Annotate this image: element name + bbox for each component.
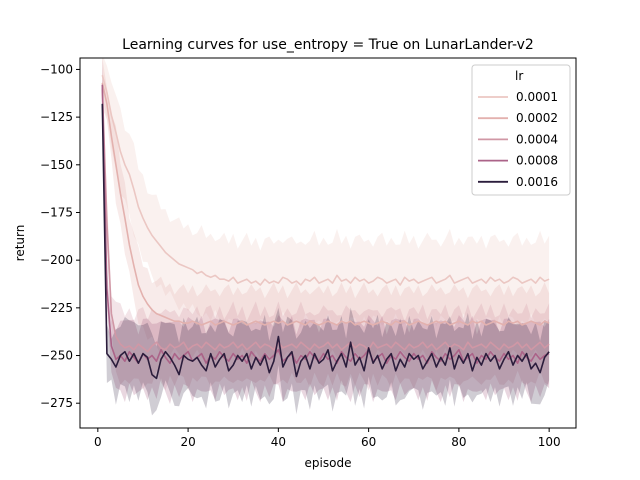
y-tick-label: −200 bbox=[40, 253, 73, 267]
x-axis-label: episode bbox=[305, 456, 352, 470]
y-tick-label: −150 bbox=[40, 158, 73, 172]
y-tick-label: −225 bbox=[40, 301, 73, 315]
x-tick-label: 40 bbox=[271, 435, 286, 449]
confidence-band-0.0016 bbox=[102, 80, 550, 416]
legend-label: 0.0016 bbox=[516, 175, 558, 189]
confidence-band-0.0002 bbox=[102, 58, 550, 364]
y-tick-label: −250 bbox=[40, 349, 73, 363]
x-tick-label: 20 bbox=[180, 435, 195, 449]
legend-label: 0.0008 bbox=[516, 154, 558, 168]
chart-title: Learning curves for use_entropy = True o… bbox=[122, 37, 534, 53]
legend-title: lr bbox=[515, 69, 523, 83]
x-tick-label: 80 bbox=[451, 435, 466, 449]
y-tick-label: −275 bbox=[40, 396, 73, 410]
x-tick-label: 100 bbox=[538, 435, 561, 449]
series-line-0.0016 bbox=[101, 103, 550, 380]
confidence-band-0.0001 bbox=[102, 58, 550, 330]
x-tick-label: 60 bbox=[361, 435, 376, 449]
legend-label: 0.0002 bbox=[516, 111, 558, 125]
series-line-0.0001 bbox=[101, 74, 550, 286]
y-tick-label: −125 bbox=[40, 110, 73, 124]
legend: lr 0.0001 0.0002 0.0004 0.0008 0.0016 bbox=[471, 64, 571, 196]
y-tick-label: −100 bbox=[40, 62, 73, 76]
series-line-0.0002 bbox=[101, 82, 550, 326]
y-tick-label: −175 bbox=[40, 205, 73, 219]
y-axis-ticks: −275 −250 −225 −200 −175 −150 −125 −100 bbox=[40, 62, 80, 410]
series-lines bbox=[101, 74, 550, 380]
series-line-0.0008 bbox=[101, 84, 550, 365]
series-line-0.0004 bbox=[101, 88, 550, 353]
legend-label: 0.0001 bbox=[516, 90, 558, 104]
y-axis-label: return bbox=[13, 225, 27, 262]
x-axis-ticks: 0 20 40 60 80 100 bbox=[94, 428, 561, 449]
x-tick-label: 0 bbox=[94, 435, 102, 449]
confidence-band-0.0008 bbox=[102, 58, 550, 404]
plot-frame bbox=[79, 57, 577, 429]
legend-label: 0.0004 bbox=[516, 132, 558, 146]
